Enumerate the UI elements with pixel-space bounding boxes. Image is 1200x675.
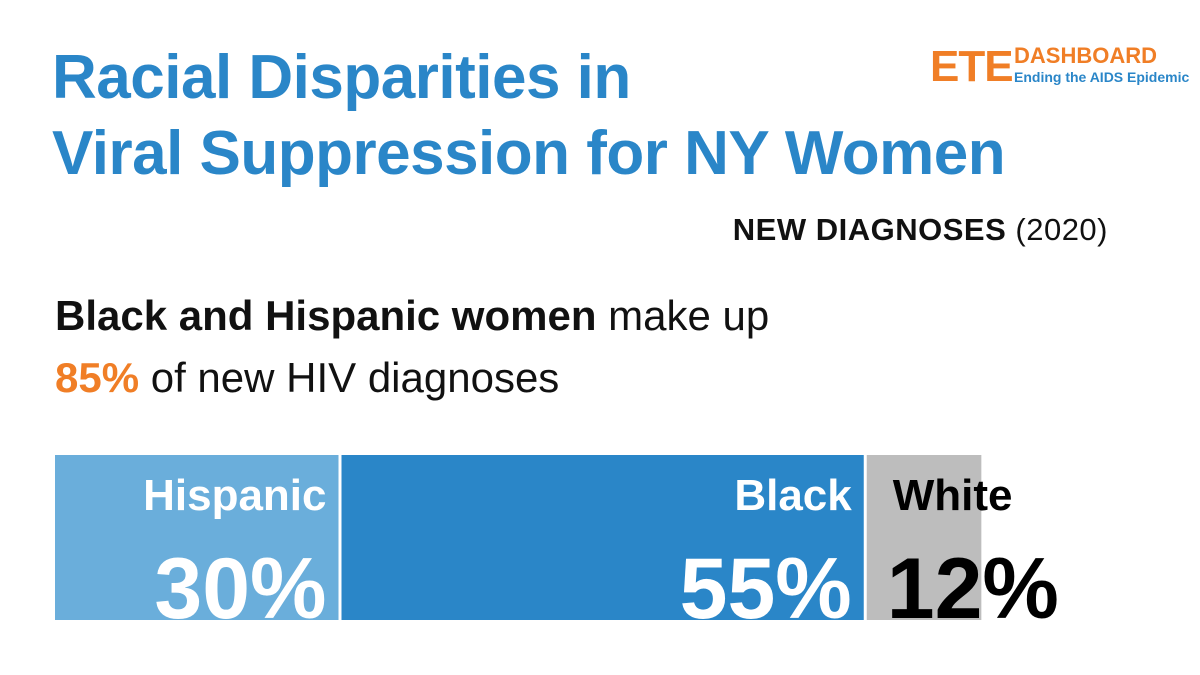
headline-bold: Black and Hispanic women	[55, 292, 597, 339]
headline-percent: 85%	[55, 354, 140, 401]
bar-label-hispanic: Hispanic	[143, 471, 326, 520]
page-title: Racial Disparities in Viral Suppression …	[52, 40, 1132, 192]
bar-label-black: Black	[734, 471, 852, 520]
bar-value-black: 55%	[680, 541, 852, 637]
bar-value-hispanic: 30%	[154, 541, 326, 637]
headline-line-1: Black and Hispanic women make up	[55, 285, 769, 347]
headline-rest-2: of new HIV diagnoses	[139, 354, 560, 401]
subtitle-year: (2020)	[1015, 212, 1108, 247]
bar-value-white: 12%	[887, 541, 1059, 637]
bar-white	[866, 455, 982, 620]
subtitle-label: NEW DIAGNOSES	[732, 212, 1007, 247]
title-line-2: Viral Suppression for NY Women	[52, 119, 1006, 188]
bar-hispanic	[55, 455, 339, 620]
title-line-1: Racial Disparities in	[52, 43, 631, 112]
subtitle: NEW DIAGNOSES (2020)	[733, 212, 1108, 248]
headline-rest-1: make up	[596, 292, 770, 339]
bar-black	[341, 455, 864, 620]
bar-label-white: White	[893, 471, 1013, 520]
logo-product: DASHBOARD	[1014, 43, 1157, 68]
logo-tagline: Ending the AIDS Epidemic	[1014, 69, 1190, 85]
logo-brand: ETE	[930, 42, 1014, 91]
headline-line-2: 85% of new HIV diagnoses	[55, 347, 769, 409]
headline: Black and Hispanic women make up 85% of …	[55, 285, 769, 409]
